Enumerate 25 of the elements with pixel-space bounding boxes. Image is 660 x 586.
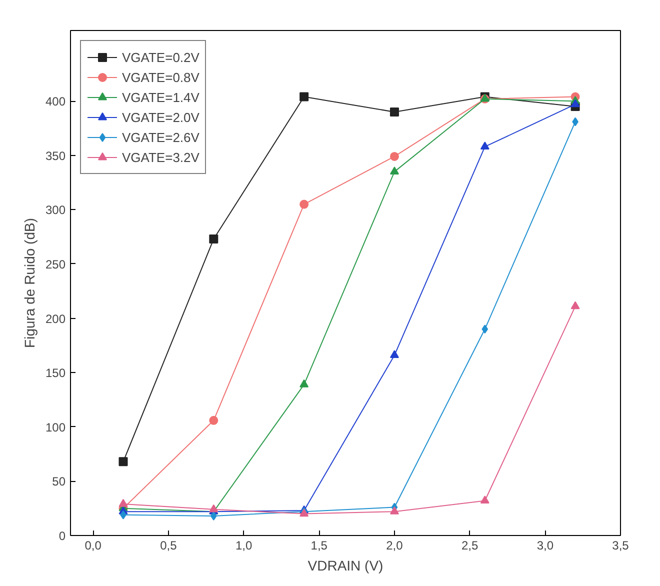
x-tick-label: 0,5	[160, 538, 178, 552]
x-tick-label: 1,5	[310, 538, 328, 552]
y-tick-label: 350	[45, 148, 66, 163]
y-tick-label: 0	[58, 529, 66, 543]
legend-label: VGATE=2.0V	[122, 110, 200, 124]
y-tick-label: 50	[52, 474, 66, 489]
x-tick-label: 0,0	[84, 538, 102, 552]
y-tick-label: 200	[45, 312, 66, 326]
x-tick-label: 3,0	[536, 538, 554, 552]
legend-label: VGATE=0.2V	[122, 50, 200, 64]
legend-label: VGATE=0.8V	[122, 70, 200, 84]
y-axis-title: Figura de Ruido (dB)	[21, 218, 38, 348]
y-tick-label: 100	[45, 420, 66, 434]
y-tick-label: 300	[45, 203, 66, 218]
legend-label: VGATE=1.4V	[122, 90, 200, 104]
y-tick-label: 400	[45, 94, 66, 109]
y-tick-label: 250	[45, 257, 66, 272]
x-tick-label: 1,0	[235, 538, 252, 552]
y-tick-label: 150	[45, 366, 66, 380]
x-tick-label: 3,5	[612, 538, 630, 552]
x-tick-label: 2,5	[461, 538, 478, 552]
legend-label: VGATE=2.6V	[122, 130, 200, 144]
legend-label: VGATE=3.2V	[122, 150, 200, 164]
x-tick-label: 2,0	[386, 538, 404, 552]
x-axis-title: VDRAIN (V)	[308, 558, 384, 574]
